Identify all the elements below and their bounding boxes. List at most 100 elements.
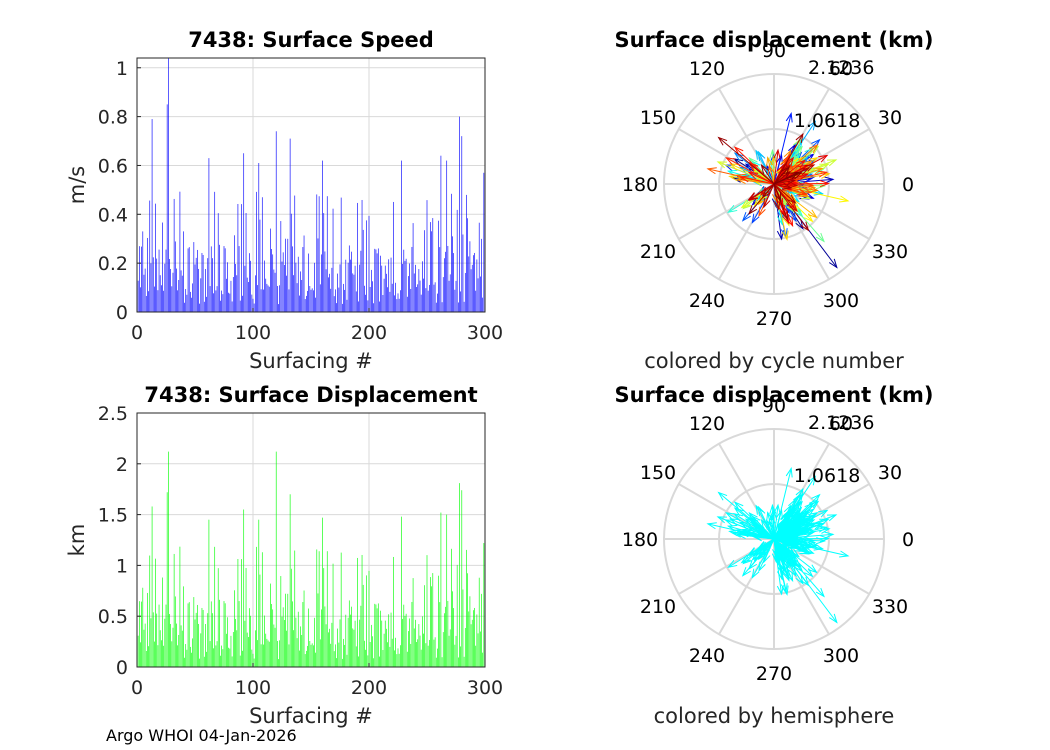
bar (429, 284, 430, 312)
polar-angle-label: 60 (829, 413, 853, 435)
bar (415, 619, 416, 667)
x-tick-label: 0 (131, 322, 143, 344)
bar (335, 289, 336, 312)
bar (366, 575, 367, 667)
displacement-vector (773, 183, 810, 232)
bar (161, 640, 162, 667)
bar (321, 609, 322, 667)
displacement-vector (770, 155, 778, 185)
bar (375, 249, 377, 312)
bar (477, 633, 479, 667)
bar (435, 302, 437, 312)
bar (226, 278, 227, 312)
bar (371, 624, 372, 667)
polar-angle-label: 180 (622, 529, 658, 551)
bar (344, 644, 345, 667)
bar (432, 573, 434, 667)
bar (255, 275, 256, 312)
bar (139, 246, 140, 312)
bar (343, 283, 344, 312)
bar (265, 633, 267, 667)
bar (203, 301, 205, 312)
bar (149, 200, 151, 312)
bar (417, 284, 419, 312)
bar (263, 644, 264, 667)
bar (466, 549, 467, 667)
bar (412, 578, 414, 667)
bar (277, 285, 278, 312)
bar (284, 265, 285, 312)
bar (342, 658, 343, 667)
bar (332, 563, 334, 667)
polar-angle-label: 30 (878, 107, 902, 129)
bar (354, 265, 356, 312)
polar-angle-label: 300 (823, 645, 859, 667)
bar (308, 253, 309, 312)
bar (345, 259, 347, 312)
bar (323, 213, 325, 312)
bar (142, 231, 144, 312)
bar (456, 564, 458, 667)
y-tick-label: 0.2 (98, 253, 128, 275)
y-tick-label: 0.6 (98, 155, 128, 177)
bar (300, 626, 301, 667)
bar (316, 549, 318, 667)
bar (386, 628, 387, 667)
bar (412, 223, 414, 312)
bar (389, 291, 391, 312)
bar (267, 285, 269, 312)
displacement-vector (748, 183, 775, 215)
bar (288, 289, 290, 312)
bar (418, 624, 420, 667)
bar (306, 295, 307, 312)
bar (460, 646, 461, 667)
bar (393, 201, 394, 312)
bar (159, 275, 161, 312)
bar (295, 617, 297, 667)
speed-chart-title: 7438: Surface Speed (188, 28, 434, 52)
bar (366, 220, 367, 312)
bar (186, 649, 188, 667)
displacement-vector (773, 171, 800, 185)
bar (420, 649, 422, 667)
bar (357, 202, 358, 312)
bar (170, 623, 171, 667)
bar (471, 264, 473, 312)
bar (256, 191, 257, 312)
bar (447, 600, 449, 667)
bar (460, 291, 461, 312)
bar (207, 258, 209, 312)
bar (367, 655, 369, 667)
bar (400, 290, 401, 312)
bar (430, 222, 431, 312)
bar (434, 282, 436, 312)
bar (337, 273, 338, 312)
bar (297, 256, 299, 312)
displacement-vector (773, 165, 791, 185)
bar (210, 601, 212, 667)
bar (161, 285, 162, 312)
bar (311, 288, 313, 312)
bar (474, 252, 475, 312)
bar (177, 290, 178, 312)
bar (261, 552, 263, 667)
footer-text: Argo WHOI 04-Jan-2026 (106, 726, 297, 745)
polar-hemisphere-chart: Surface displacement (km) 0 30 60 90 120 150 1… (614, 383, 933, 728)
polar-angle-label: 270 (756, 308, 792, 330)
bar (347, 617, 349, 667)
bar (277, 640, 278, 667)
bar (173, 553, 175, 667)
bar (372, 636, 373, 667)
bar (424, 585, 425, 667)
bar (353, 629, 355, 667)
bar (373, 303, 374, 312)
bar (140, 287, 141, 312)
bar (411, 246, 413, 312)
bar (242, 650, 243, 667)
bar (455, 280, 457, 312)
bar (459, 483, 460, 667)
bar (313, 290, 314, 312)
bar (259, 219, 261, 312)
bar (476, 614, 478, 667)
bar (169, 613, 170, 667)
